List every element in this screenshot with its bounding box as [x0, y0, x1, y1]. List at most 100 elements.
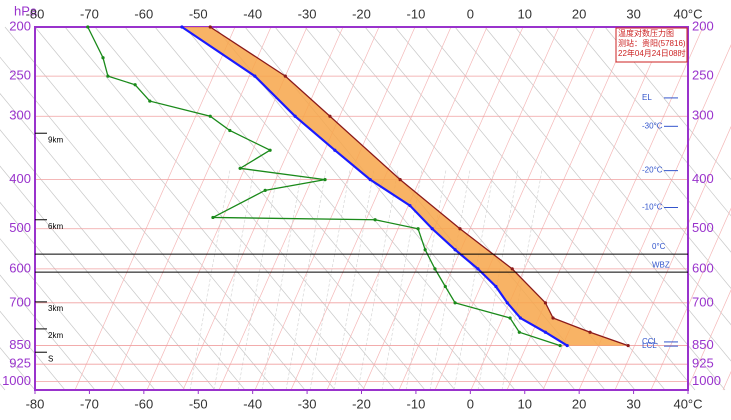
- dry-adiabat: [124, 26, 426, 391]
- series-point: [268, 148, 272, 152]
- isotherm-skew: [254, 26, 416, 391]
- x-tick-label: 20: [572, 396, 586, 411]
- isotherm-skew: [182, 26, 344, 391]
- dry-adiabat: [0, 129, 216, 391]
- isotherm-skew: [326, 26, 488, 391]
- series-point: [476, 267, 480, 271]
- series-point: [328, 114, 332, 118]
- series-line: [209, 26, 629, 347]
- x-tick-label: -40: [243, 396, 262, 411]
- series-point: [558, 343, 562, 348]
- x-tick-label: -60: [134, 396, 153, 411]
- series-point: [101, 56, 105, 60]
- series-point: [510, 267, 514, 271]
- y-tick-label-right: 700: [692, 294, 714, 309]
- dry-adiabat: [64, 26, 366, 391]
- series-point: [208, 114, 212, 118]
- dry-adiabat: [154, 26, 456, 391]
- dry-adiabat: [0, 383, 6, 391]
- dry-adiabat: [0, 201, 156, 391]
- level-label: 0°C: [652, 242, 666, 251]
- mixing-ratio: [213, 169, 255, 391]
- isotherm-skew: [218, 26, 380, 391]
- y-tick-label: 250: [9, 68, 31, 83]
- series-point: [211, 215, 215, 220]
- series-point: [263, 188, 267, 192]
- y-tick-label: 1000: [2, 373, 31, 388]
- series-line: [87, 26, 561, 347]
- dry-adiabat: [0, 238, 126, 391]
- series-point: [543, 301, 548, 305]
- x-tick-label-top: -50: [189, 6, 208, 21]
- series-point: [283, 74, 287, 78]
- isotherm-skew: [74, 26, 236, 391]
- dry-adiabat: [394, 26, 696, 391]
- series-point: [588, 330, 592, 334]
- isotherm-skew: [470, 26, 632, 391]
- isotherm-skew: [506, 26, 668, 391]
- mixing-ratio: [453, 169, 495, 391]
- isotherm-skew: [578, 44, 731, 391]
- series-point: [323, 178, 327, 182]
- x-tick-label-top: 30: [626, 6, 640, 21]
- x-tick-label-top: -20: [352, 6, 371, 21]
- height-label: 9km: [48, 135, 63, 144]
- marker-label: -20°C: [642, 166, 663, 175]
- y-tick-label-right: 400: [692, 171, 714, 186]
- series-point: [368, 178, 372, 182]
- series-point: [408, 203, 412, 208]
- isotherm-skew: [362, 26, 524, 391]
- height-label: 3km: [48, 304, 63, 313]
- y-tick-label: 400: [9, 171, 31, 186]
- info-line: 22年04月24日08时: [618, 48, 686, 58]
- background-lines: [0, 26, 731, 391]
- mixing-ratio: [261, 169, 303, 391]
- series-line: [181, 26, 568, 347]
- dry-adiabat: [604, 26, 731, 181]
- series-point: [253, 74, 257, 78]
- y-tick-label: 700: [9, 294, 31, 309]
- x-tick-label: -70: [80, 396, 99, 411]
- x-tick-label: -10: [407, 396, 426, 411]
- y-tick-label: 850: [9, 337, 31, 352]
- mixing-ratio: [309, 169, 351, 391]
- mixing-ratio: [189, 169, 231, 391]
- y-axis-label: hPa: [14, 3, 38, 18]
- series-point: [106, 74, 110, 78]
- x-tick-label-top: -70: [80, 6, 99, 21]
- series-point: [626, 343, 630, 348]
- mixing-ratio: [429, 169, 471, 391]
- mixing-ratio: [237, 169, 279, 391]
- series-point: [518, 316, 522, 320]
- series-point: [180, 25, 184, 29]
- series-point: [443, 284, 447, 289]
- x-tick-label: -30: [298, 396, 317, 411]
- series-point: [430, 227, 434, 231]
- level-label: WBZ: [652, 260, 670, 269]
- series-point: [86, 25, 90, 29]
- x-tick-label: -80: [26, 396, 45, 411]
- isotherm-skew: [650, 207, 731, 391]
- isotherm-skew: [290, 26, 452, 391]
- y-tick-label-right: 1000: [692, 373, 721, 388]
- x-tick-label-top: 0: [467, 6, 474, 21]
- isotherm-skew: [110, 26, 272, 391]
- isotherm-skew: [434, 26, 596, 391]
- series-point: [508, 316, 512, 320]
- x-tick-label: 30: [626, 396, 640, 411]
- dry-adiabat: [0, 56, 276, 391]
- series-point: [458, 227, 462, 231]
- x-tick-label-top: -60: [134, 6, 153, 21]
- marker-label: CCL: [642, 337, 659, 346]
- isotherm-skew: [614, 125, 731, 391]
- series-point: [494, 284, 498, 289]
- series-point: [416, 227, 420, 231]
- series-point: [208, 25, 212, 29]
- marker-label: EL: [642, 93, 652, 102]
- y-tick-label-right: 200: [692, 18, 714, 33]
- y-tick-label-right: 300: [692, 108, 714, 123]
- series-point: [517, 330, 521, 334]
- y-tick-label: 200: [9, 18, 31, 33]
